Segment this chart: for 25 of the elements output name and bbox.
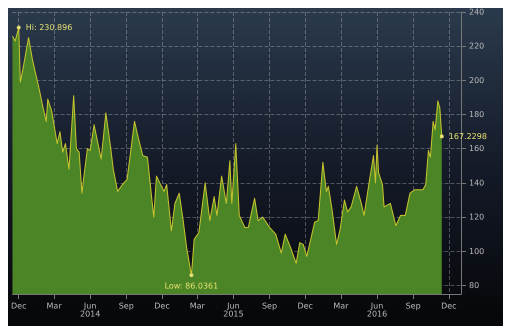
y-tick-label: 80 xyxy=(469,280,480,290)
y-tick-label: 140 xyxy=(469,178,484,188)
x-tick-label: Jun 2016 xyxy=(366,302,388,318)
x-tick-label: Dec xyxy=(11,302,26,310)
x-tick-label: Sep xyxy=(118,302,134,310)
y-tick-label: 120 xyxy=(469,212,484,222)
x-tick-label: Dec xyxy=(297,302,313,310)
annotation: Hi: 230.896 xyxy=(26,23,72,32)
y-tick-label: 240 xyxy=(469,8,484,16)
x-tick-label: Sep xyxy=(262,302,278,310)
x-tick-label: Jun 2014 xyxy=(80,302,100,318)
x-tick-label: Mar xyxy=(333,302,350,310)
x-tick-label: Dec xyxy=(441,302,457,310)
y-tick-label: 160 xyxy=(469,144,484,154)
x-tick-label: Dec xyxy=(154,302,170,310)
x-tick-label: Mar xyxy=(190,302,206,310)
y-tick-label: 220 xyxy=(469,42,484,51)
y-tick-label: 200 xyxy=(469,76,484,85)
y-tick-label: 100 xyxy=(469,246,484,256)
x-tick-label: Mar xyxy=(46,302,62,310)
x-tick-label: Sep xyxy=(406,302,421,310)
annotation: 167.2298 xyxy=(448,132,487,141)
x-tick-label: Jun 2015 xyxy=(223,302,244,318)
y-tick-label: 180 xyxy=(469,110,484,120)
annotation: Low: 86.0361 xyxy=(164,282,218,291)
